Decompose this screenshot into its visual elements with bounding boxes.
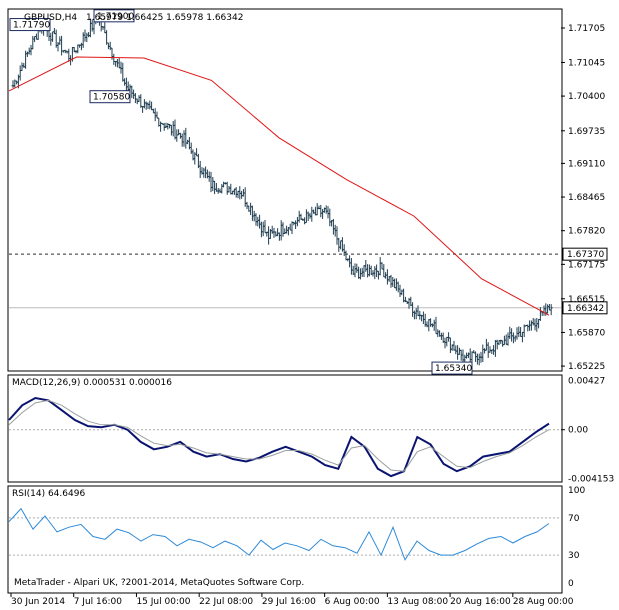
- x-axis-label: 22 Jul 08:00: [199, 597, 253, 607]
- price-annotation-label: 1.71900: [97, 12, 134, 22]
- price-tick-label: 1.65225: [568, 362, 605, 372]
- macd-signal-line: [8, 399, 550, 472]
- rsi-axis-label: 70: [568, 514, 580, 524]
- macd-line: [8, 396, 550, 478]
- price-annotation-box: [93, 9, 135, 23]
- symbol-label: GBPUSD,H4: [24, 13, 77, 23]
- price-tick-label: 1.69735: [568, 127, 605, 137]
- rsi-panel: [8, 507, 561, 561]
- price-annotation-box: [89, 90, 131, 104]
- axes: 1.71705 1.71045 1.70400 1.69735 1.69110 1.684…: [10, 24, 614, 607]
- macd-current-label: 0.00: [568, 426, 588, 436]
- price-annotation-label: 1.65340: [435, 364, 472, 374]
- price-annotation-box: [9, 18, 51, 32]
- x-axis-label: 7 Jul 16:00: [74, 597, 123, 607]
- x-axis-label: 13 Aug 08:00: [387, 597, 448, 607]
- price-tick-label: 1.65870: [568, 328, 605, 338]
- rsi-line: [8, 507, 550, 561]
- main-panel-frame: [7, 8, 563, 372]
- ohlc-label: 1.65979 1.66425 1.65978 1.66342: [86, 13, 243, 23]
- macd-panel: [8, 396, 561, 478]
- price-tick-label: 1.67820: [568, 227, 605, 237]
- x-axis-label: 6 Aug 00:00: [325, 597, 380, 607]
- current-price-label: 1.66342: [567, 304, 604, 314]
- rsi-panel-frame: [7, 485, 563, 594]
- price-tick-label: 1.68465: [568, 193, 605, 203]
- rsi-axis-label: 0: [568, 579, 574, 589]
- price-tick-label: 1.70400: [568, 92, 605, 102]
- macd-axis-label: 0.00427: [568, 377, 605, 387]
- price-annotation-label: 1.71790: [13, 21, 50, 31]
- x-axis-label: 15 Jul 00:00: [136, 597, 190, 607]
- price-panel: 1.71790 1.71900 1.70580 1.65340: [8, 9, 561, 375]
- footer-text: MetaTrader - Alpari UK, ?2001-2014, Meta…: [14, 578, 304, 588]
- x-axis-label: 30 Jun 2014: [11, 597, 65, 607]
- current-price-box: [562, 301, 608, 315]
- rsi-label: RSI(14) 64.6496: [12, 489, 85, 499]
- price-tick-label: 1.67175: [568, 260, 605, 270]
- price-tick-label: 1.71705: [568, 24, 605, 34]
- rsi-axis-label: 30: [568, 551, 580, 561]
- x-axis-label: 28 Aug 00:00: [513, 597, 574, 607]
- macd-panel-frame: [7, 374, 563, 483]
- level-marker-box: [562, 247, 608, 261]
- x-axis-label: 29 Jul 16:00: [262, 597, 316, 607]
- macd-label: MACD(12,26,9) 0.000531 0.000016: [12, 378, 172, 388]
- price-tick-label: 1.69110: [568, 159, 605, 169]
- rsi-axis-label: 100: [568, 486, 585, 496]
- x-axis-label: 20 Aug 16:00: [450, 597, 511, 607]
- moving-average-line: [8, 56, 550, 316]
- macd-axis-label: -0.004153: [568, 474, 614, 484]
- level-marker-label: 1.67370: [567, 250, 604, 260]
- price-annotation-box: [431, 361, 473, 375]
- price-tick-label: 1.71045: [568, 58, 605, 68]
- price-tick-label: 1.66515: [568, 295, 605, 305]
- price-annotation-label: 1.70580: [93, 93, 130, 103]
